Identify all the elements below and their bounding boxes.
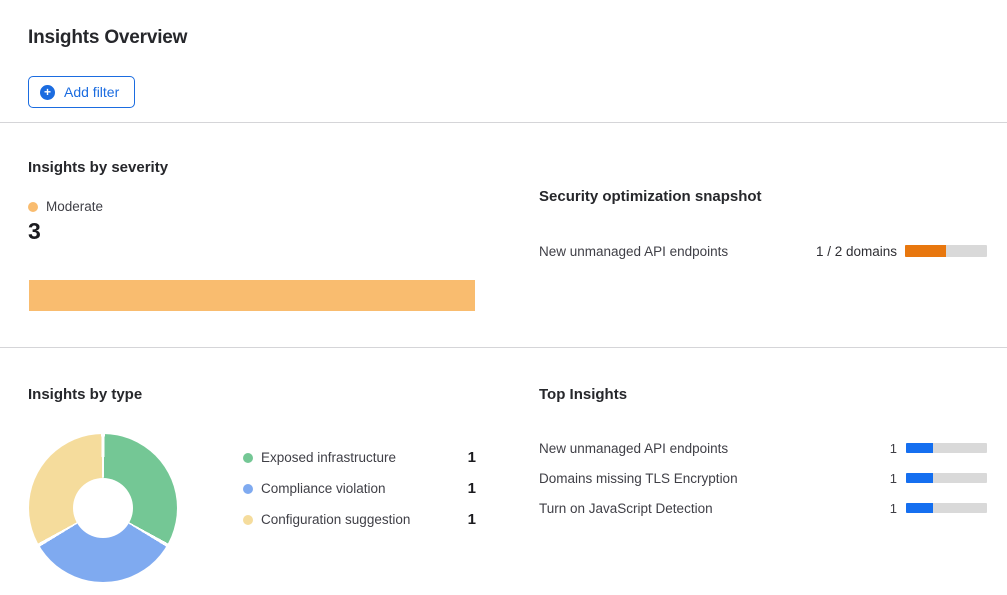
insights-type-legend: Exposed infrastructure 1 Compliance viol…: [243, 442, 476, 535]
top-insight-bar-fill: [906, 443, 933, 453]
legend-count: 1: [467, 449, 476, 466]
insights-type-donut-chart: [29, 434, 177, 582]
top-insight-count: 1: [889, 470, 897, 486]
green-legend-dot-icon: [243, 452, 253, 463]
divider-middle: [0, 347, 1007, 348]
top-insight-count: 1: [889, 500, 897, 516]
legend-label: Configuration suggestion: [261, 512, 411, 527]
legend-item-configuration-suggestion: Configuration suggestion 1: [243, 504, 476, 535]
add-filter-label: Add filter: [64, 84, 120, 100]
top-insight-row-tls-encryption: Domains missing TLS Encryption 1: [539, 463, 987, 493]
snapshot-row-label: New unmanaged API endpoints: [539, 243, 729, 259]
top-insight-label: New unmanaged API endpoints: [539, 440, 729, 456]
top-insights-list: New unmanaged API endpoints 1 Domains mi…: [539, 433, 987, 523]
top-insight-row-js-detection: Turn on JavaScript Detection 1: [539, 493, 987, 523]
legend-item-compliance-violation: Compliance violation 1: [243, 473, 476, 504]
type-section-heading: Insights by type: [28, 386, 143, 403]
yellow-legend-dot-icon: [243, 514, 253, 525]
snapshot-row: New unmanaged API endpoints 1 / 2 domain…: [539, 241, 987, 261]
moderate-legend-dot-icon: [28, 201, 38, 212]
divider-top: [0, 122, 1007, 123]
top-insights-section-heading: Top Insights: [539, 386, 628, 403]
legend-label: Compliance violation: [261, 481, 386, 496]
top-insight-label: Domains missing TLS Encryption: [539, 470, 738, 486]
top-insight-row-api-endpoints: New unmanaged API endpoints 1: [539, 433, 987, 463]
top-insight-label: Turn on JavaScript Detection: [539, 500, 713, 516]
donut-hole: [73, 478, 133, 538]
top-insight-bar-fill: [906, 503, 933, 513]
severity-bar-chart: [29, 280, 475, 311]
top-insight-bar-fill: [906, 473, 933, 483]
top-insight-bar: [906, 443, 987, 453]
severity-section-heading: Insights by severity: [28, 159, 169, 176]
severity-legend-label: Moderate: [46, 199, 104, 214]
snapshot-section-heading: Security optimization snapshot: [539, 188, 762, 205]
top-insight-bar: [906, 473, 987, 483]
legend-count: 1: [467, 480, 476, 497]
blue-legend-dot-icon: [243, 483, 253, 494]
legend-label: Exposed infrastructure: [261, 450, 397, 465]
severity-count-value: 3: [28, 218, 41, 244]
top-insight-bar: [906, 503, 987, 513]
severity-legend-item: Moderate: [28, 199, 103, 214]
snapshot-progress-bar: [905, 245, 987, 257]
legend-item-exposed-infrastructure: Exposed infrastructure 1: [243, 442, 476, 473]
snapshot-row-value: 1 / 2 domains: [815, 243, 897, 259]
severity-bar-moderate-segment: [29, 280, 475, 311]
page-title: Insights Overview: [28, 27, 188, 48]
top-insight-count: 1: [889, 440, 897, 456]
legend-count: 1: [467, 511, 476, 528]
plus-icon: +: [40, 84, 55, 100]
add-filter-button[interactable]: + Add filter: [28, 76, 136, 108]
snapshot-progress-fill: [905, 245, 946, 257]
